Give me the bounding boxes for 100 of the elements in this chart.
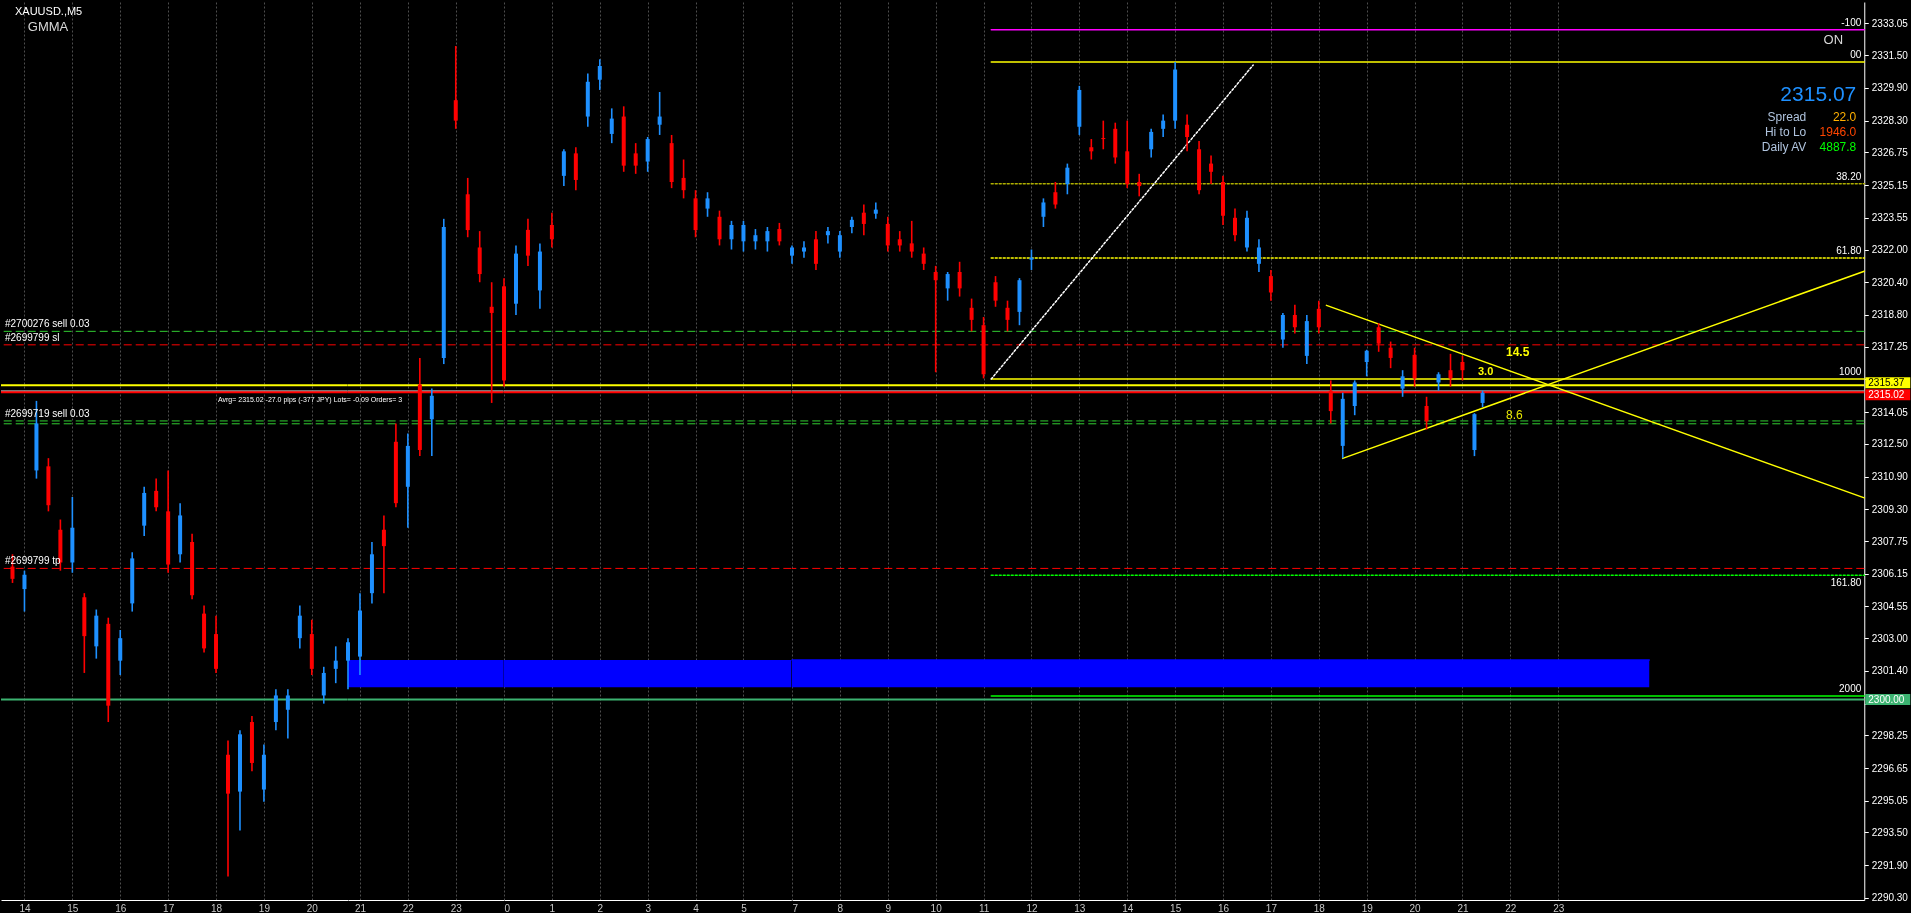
annotation: Hi to Lo bbox=[1764, 125, 1807, 139]
ref-line-label: 2315.37 bbox=[1868, 376, 1905, 388]
y-tick-label: 2333.05 bbox=[1871, 17, 1909, 29]
candlestick bbox=[681, 158, 686, 200]
x-tick-label: 21 bbox=[354, 902, 367, 914]
y-tick-label: 2293.50 bbox=[1871, 827, 1909, 838]
candlestick bbox=[1161, 113, 1166, 138]
candlestick bbox=[837, 230, 842, 259]
candlestick bbox=[1256, 238, 1261, 273]
candlestick bbox=[921, 246, 926, 271]
y-tick-label: 2326.75 bbox=[1871, 146, 1909, 158]
y-tick-label: 2325.15 bbox=[1871, 179, 1909, 191]
series-label: 00 bbox=[1850, 48, 1862, 60]
y-tick-label: 2304.55 bbox=[1871, 600, 1909, 612]
x-tick-label: 19 bbox=[258, 902, 271, 914]
y-tick-label: 2318.80 bbox=[1871, 309, 1909, 321]
series-label: 1000 bbox=[1839, 366, 1862, 377]
candlestick bbox=[790, 244, 794, 265]
candlestick bbox=[22, 569, 27, 613]
candlestick bbox=[897, 230, 902, 253]
ref-line-label: 2315.02 bbox=[1868, 388, 1905, 400]
candlestick bbox=[1268, 269, 1273, 302]
x-tick-label: 15 bbox=[1170, 902, 1182, 914]
x-tick-label: 18 bbox=[1313, 902, 1326, 914]
candlestick bbox=[957, 260, 962, 298]
x-tick-label: 14 bbox=[1122, 902, 1134, 914]
candlestick bbox=[1424, 395, 1429, 431]
candlestick bbox=[1436, 371, 1441, 392]
y-tick-label: 2310.90 bbox=[1871, 471, 1909, 483]
x-tick-label: 8 bbox=[837, 902, 844, 914]
chart-title: XAUUSD.,M5 bbox=[15, 5, 83, 17]
series-label: 161.80 bbox=[1830, 577, 1862, 589]
candlestick bbox=[993, 275, 998, 308]
y-tick-label: 2329.90 bbox=[1871, 82, 1909, 94]
y-tick-label: 2331.50 bbox=[1871, 49, 1909, 61]
x-tick-label: 18 bbox=[210, 902, 223, 914]
x-tick-label: 10 bbox=[930, 902, 943, 914]
x-tick-label: 20 bbox=[1409, 902, 1422, 914]
y-tick-label: 2309.30 bbox=[1871, 503, 1909, 515]
y-tick-label: 2291.90 bbox=[1871, 859, 1909, 871]
candlestick bbox=[861, 203, 866, 236]
annotation: GMMA bbox=[27, 19, 69, 34]
candlestick bbox=[825, 226, 830, 245]
x-tick-label: 7 bbox=[792, 902, 799, 914]
candlestick bbox=[969, 297, 974, 333]
annotation: 22.0 bbox=[1832, 110, 1857, 124]
candlestick bbox=[429, 387, 434, 457]
candlestick bbox=[597, 58, 602, 91]
candlestick bbox=[1316, 299, 1321, 335]
y-tick-label: 2314.05 bbox=[1871, 406, 1909, 418]
candlestick bbox=[1089, 138, 1094, 161]
x-tick-label: 22 bbox=[1505, 902, 1517, 914]
series-label: -100 bbox=[1841, 16, 1862, 28]
annotation: Spread bbox=[1767, 110, 1807, 124]
candlestick bbox=[873, 201, 878, 220]
candlestick bbox=[1101, 119, 1106, 151]
y-tick-label: 2295.05 bbox=[1871, 795, 1909, 807]
candlestick bbox=[346, 637, 350, 691]
x-tick-label: 9 bbox=[885, 902, 892, 914]
x-tick-label: 14 bbox=[19, 902, 31, 914]
series-label: 61.80 bbox=[1836, 245, 1862, 257]
candlestick bbox=[609, 107, 614, 144]
candlestick bbox=[945, 271, 950, 302]
candlestick bbox=[1400, 369, 1405, 398]
y-tick-label: 2298.25 bbox=[1871, 729, 1909, 741]
x-tick-label: 5 bbox=[741, 902, 748, 914]
candlestick bbox=[1412, 346, 1417, 388]
candlestick bbox=[1209, 154, 1214, 185]
candlestick bbox=[1005, 299, 1010, 333]
candlestick bbox=[1460, 355, 1465, 382]
candlestick bbox=[777, 222, 782, 247]
x-tick-label: 11 bbox=[978, 902, 990, 914]
candlestick bbox=[801, 240, 806, 259]
candlestick bbox=[118, 629, 123, 676]
x-tick-label: 2 bbox=[597, 902, 604, 914]
candlestick bbox=[1448, 353, 1453, 388]
x-tick-label: 3 bbox=[645, 902, 652, 914]
candlestick bbox=[705, 191, 710, 218]
candlestick bbox=[285, 688, 290, 740]
y-tick-label: 2323.55 bbox=[1871, 212, 1909, 224]
candlestick bbox=[765, 226, 770, 253]
candlestick bbox=[717, 209, 722, 247]
annotation: 3.0 bbox=[1478, 365, 1494, 377]
x-tick-label: 12 bbox=[1026, 902, 1038, 914]
x-tick-label: 22 bbox=[402, 902, 415, 914]
y-tick-label: 2301.40 bbox=[1871, 665, 1909, 677]
x-tick-label: 17 bbox=[163, 902, 175, 914]
candlestick bbox=[885, 215, 890, 253]
candlestick bbox=[1364, 348, 1369, 378]
candlestick bbox=[1149, 128, 1154, 159]
candlestick bbox=[1065, 162, 1070, 196]
x-tick-label: 0 bbox=[504, 902, 511, 914]
x-tick-label: 17 bbox=[1265, 902, 1278, 914]
y-tick-label: 2307.75 bbox=[1871, 535, 1909, 547]
annotation: 2315.07 bbox=[1780, 82, 1857, 105]
candlestick bbox=[333, 645, 338, 684]
annotation: 14.5 bbox=[1506, 345, 1530, 359]
x-tick-label: 13 bbox=[1074, 902, 1086, 914]
candlestick bbox=[154, 477, 159, 513]
ref-line-label: 2300.00 bbox=[1868, 693, 1905, 705]
